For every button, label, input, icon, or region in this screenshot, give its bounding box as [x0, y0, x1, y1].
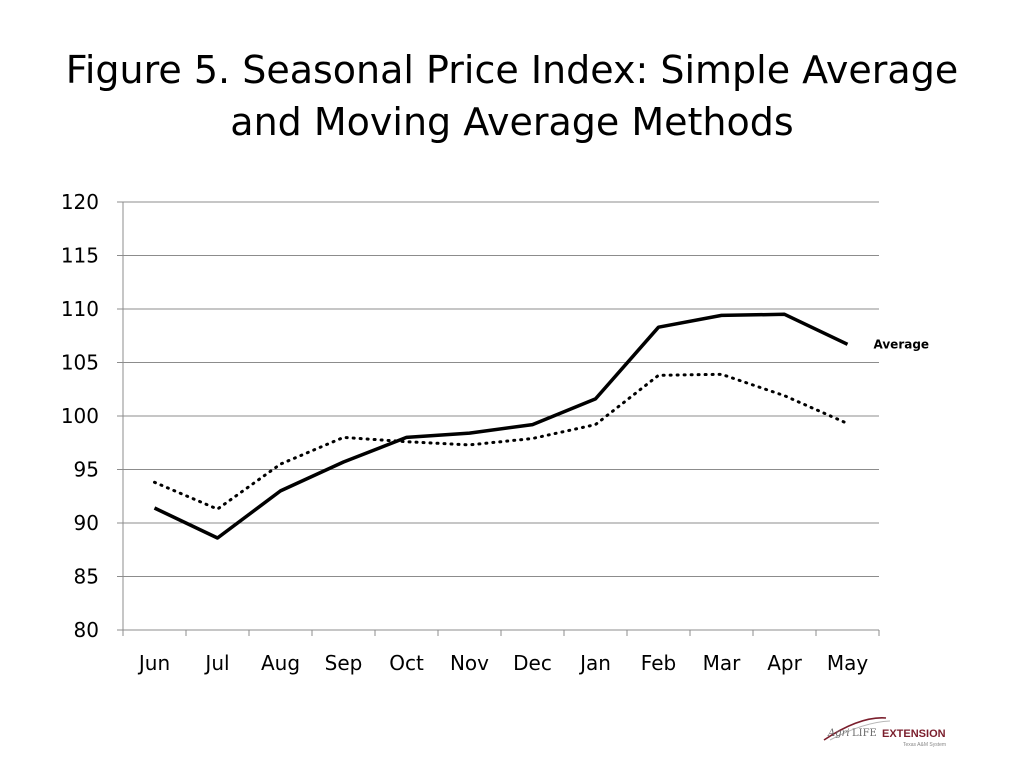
- x-tick-label-dec: Dec: [513, 651, 552, 675]
- y-tick-label-105: 105: [61, 351, 99, 375]
- series-line-average: [155, 314, 848, 538]
- y-tick-label-120: 120: [61, 190, 99, 214]
- x-tick-label-nov: Nov: [450, 651, 489, 675]
- gridlines: [117, 202, 879, 630]
- x-tick-labels: Jun Jul Aug Sep Oct Nov Dec Jan Feb Mar Apr May: [137, 651, 868, 675]
- y-tick-label-85: 85: [74, 565, 99, 589]
- series-labels: Average: [874, 337, 930, 351]
- y-tick-label-80: 80: [74, 618, 99, 642]
- x-tick-label-mar: Mar: [703, 651, 742, 675]
- logo-subtitle-text: Texas A&M System: [903, 742, 946, 748]
- x-tick-label-jul: Jul: [203, 651, 229, 675]
- y-tick-label-100: 100: [61, 404, 99, 428]
- x-tick-label-sep: Sep: [325, 651, 363, 675]
- logo-extension-text: EXTENSION: [882, 728, 946, 740]
- series-line-dotted: [155, 374, 848, 509]
- axes: [123, 202, 879, 636]
- y-tick-label-90: 90: [74, 511, 99, 535]
- x-tick-label-aug: Aug: [261, 651, 300, 675]
- x-tick-label-jun: Jun: [137, 651, 170, 675]
- x-tick-label-may: May: [827, 651, 869, 675]
- y-tick-labels: 80 85 90 95 100 105 110 115 120: [61, 190, 99, 642]
- y-tick-label-115: 115: [61, 244, 99, 268]
- logo-life-text: LIFE: [852, 728, 877, 739]
- y-tick-label-95: 95: [74, 458, 99, 482]
- agrilife-extension-logo: Agri LIFE EXTENSION Texas A&M System: [820, 712, 960, 752]
- series-label-average: Average: [874, 337, 930, 351]
- x-tick-label-jan: Jan: [578, 651, 611, 675]
- y-tick-label-110: 110: [61, 297, 99, 321]
- x-tick-label-oct: Oct: [389, 651, 424, 675]
- logo-agri-text: Agri: [828, 728, 850, 739]
- x-tick-label-feb: Feb: [641, 651, 676, 675]
- x-tick-label-apr: Apr: [767, 651, 802, 675]
- series-lines: [154, 314, 847, 538]
